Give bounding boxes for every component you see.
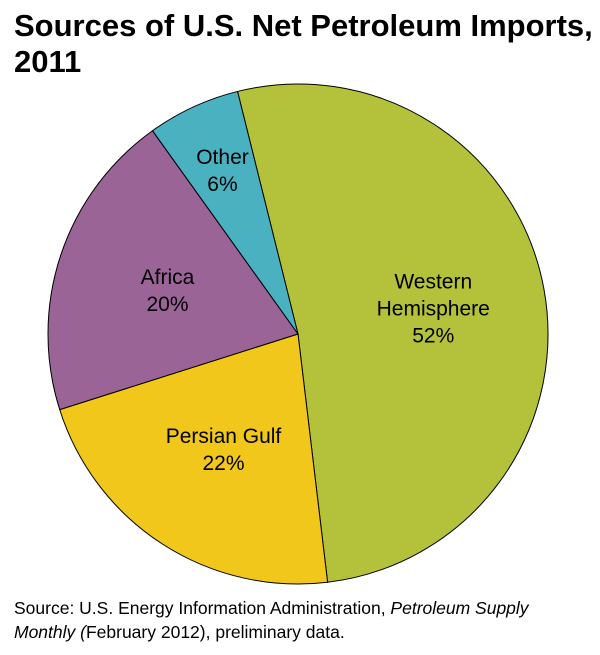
slice-value: 22%	[202, 451, 245, 475]
slice-label: Persian Gulf 22%	[149, 423, 299, 477]
slice-value: 20%	[146, 292, 189, 316]
slice-value: 6%	[207, 172, 238, 196]
source-text: Source: U.S. Energy Information Administ…	[14, 598, 391, 618]
slice-name: Africa	[140, 265, 195, 289]
pie-slice	[151, 90, 299, 335]
slice-label: Africa 20%	[93, 264, 243, 318]
chart-title: Sources of U.S. Net Petroleum Imports, 2…	[14, 8, 593, 79]
slice-value: 52%	[412, 324, 455, 348]
slice-name: Western Hemisphere	[376, 270, 490, 321]
pie-slice	[59, 333, 329, 585]
pie-slice	[236, 83, 549, 583]
source-note: Source: U.S. Energy Information Administ…	[14, 596, 594, 644]
source-publication: Petroleum Supply Monthly (	[14, 598, 529, 642]
slice-label: Other 6%	[147, 144, 297, 198]
pie-slice	[47, 130, 299, 411]
source-text: February 2012), preliminary data.	[85, 622, 345, 642]
slice-name: Other	[196, 145, 249, 169]
slice-label: Western Hemisphere 52%	[368, 269, 498, 350]
slice-name: Persian Gulf	[165, 424, 282, 448]
